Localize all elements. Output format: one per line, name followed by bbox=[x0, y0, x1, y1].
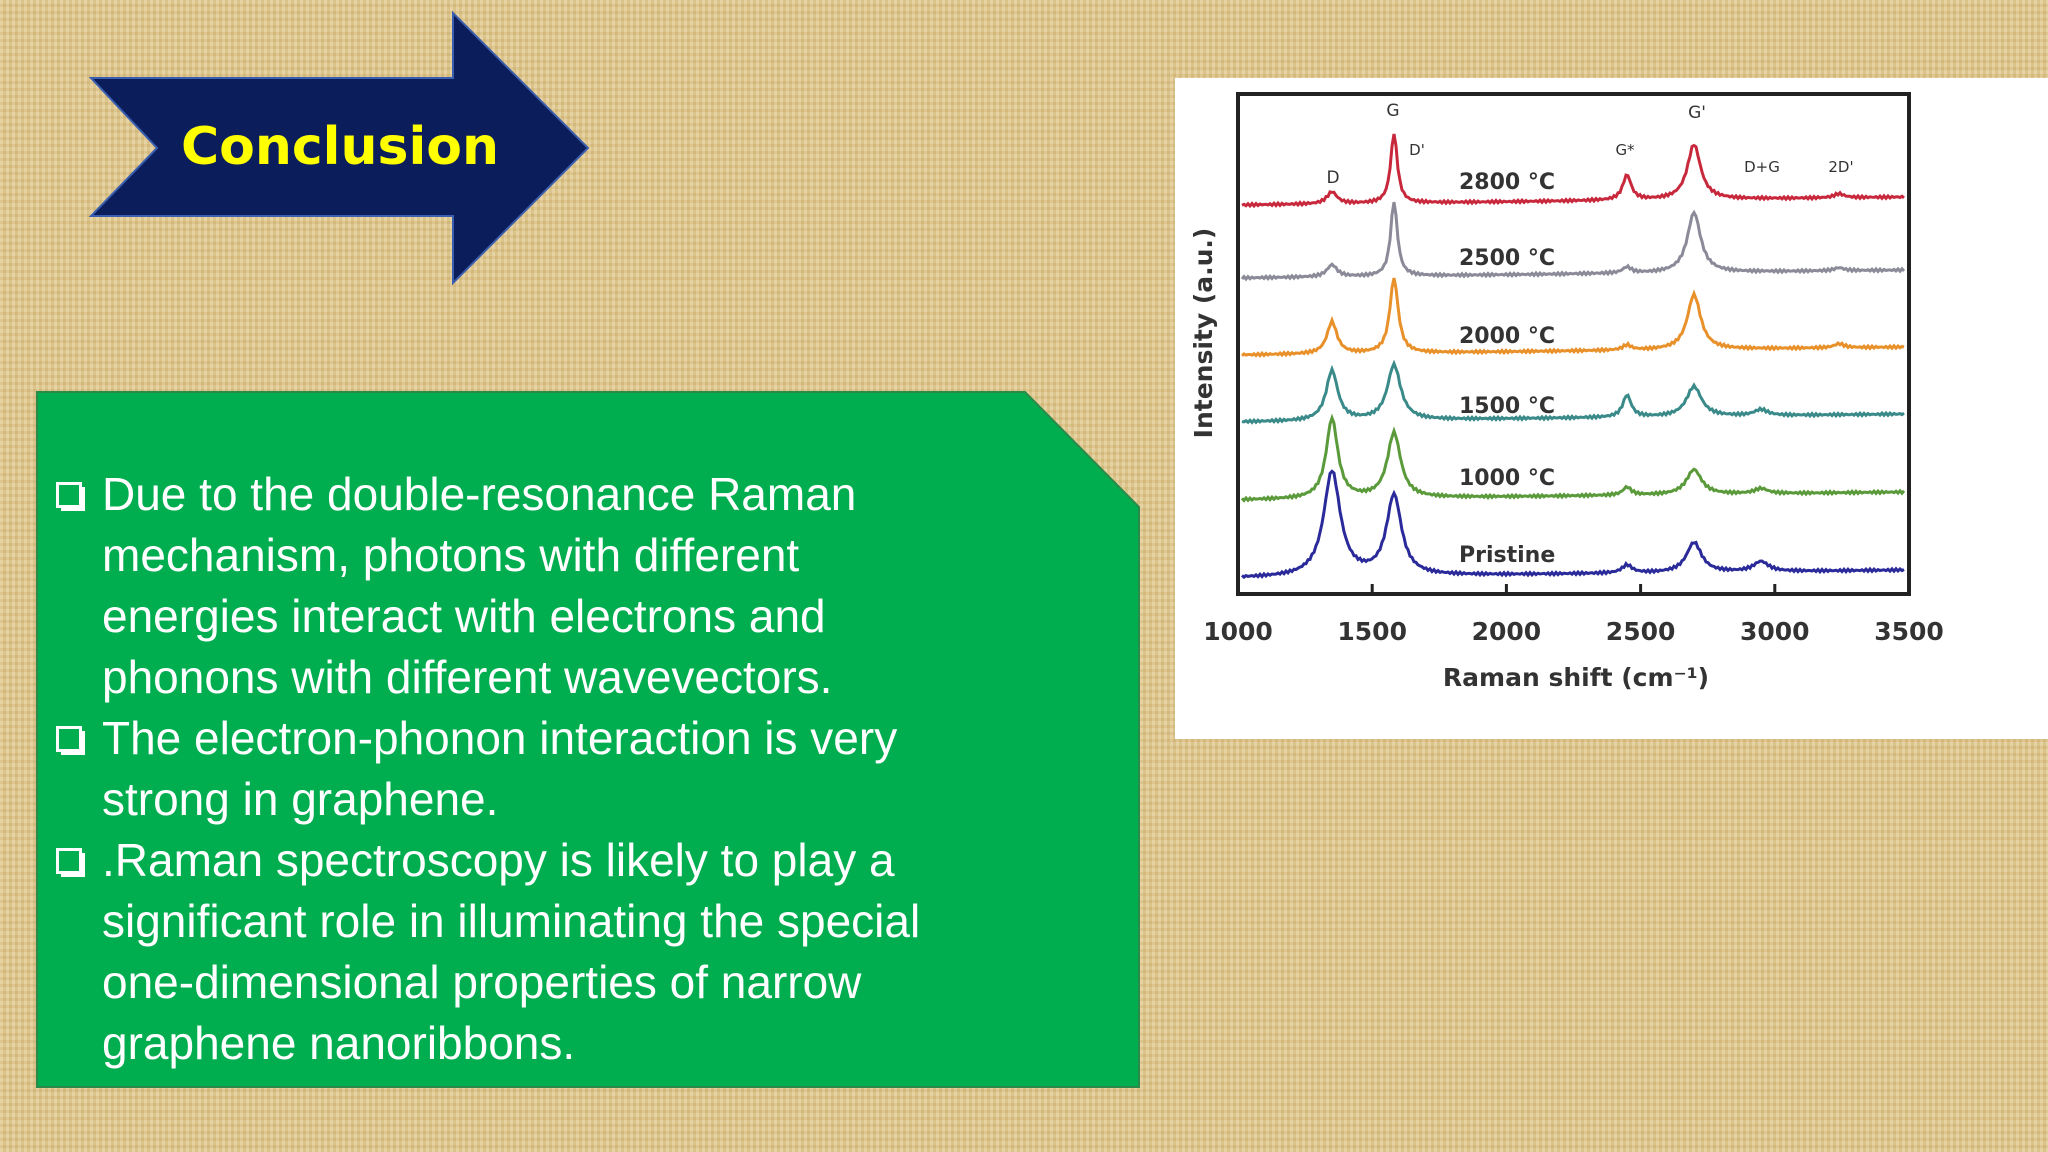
peak-label: D' bbox=[1409, 141, 1425, 159]
x-tick-label: 1000 bbox=[1203, 617, 1273, 646]
bullet-line: graphene nanoribbons. bbox=[102, 1017, 576, 1069]
title-arrow bbox=[88, 10, 590, 286]
peak-label: D+G bbox=[1744, 158, 1780, 176]
peak-label: D bbox=[1326, 168, 1339, 188]
bullet-line: one-dimensional properties of narrow bbox=[102, 956, 862, 1008]
spectrum bbox=[1240, 201, 1906, 282]
series-label: 1500 °C bbox=[1459, 394, 1555, 419]
x-tick-label: 1500 bbox=[1337, 617, 1407, 646]
x-tick-label: 2500 bbox=[1606, 617, 1676, 646]
x-axis-label: Raman shift (cm⁻¹) bbox=[1443, 663, 1709, 692]
bullet-line: significant role in illuminating the spe… bbox=[102, 895, 921, 947]
series-label: 2500 °C bbox=[1459, 246, 1555, 271]
bullet: Due to the double-resonance Raman mechani… bbox=[56, 464, 1116, 708]
peak-label: G bbox=[1386, 101, 1399, 121]
spectrum bbox=[1241, 133, 1905, 209]
spectrum bbox=[1241, 277, 1905, 358]
spectrum bbox=[1240, 469, 1905, 580]
series-label: Pristine bbox=[1459, 543, 1555, 568]
bullet-marker bbox=[56, 482, 82, 508]
x-tick-label: 3500 bbox=[1874, 617, 1944, 646]
bullet-line: mechanism, photons with different bbox=[102, 529, 800, 581]
x-tick-label: 2000 bbox=[1472, 617, 1542, 646]
bullet-line: The electron-phonon interaction is very bbox=[102, 712, 898, 764]
bullet-marker bbox=[56, 726, 82, 752]
text-panel bbox=[36, 391, 1140, 1088]
title: Conclusion bbox=[181, 117, 499, 177]
bullet-line: energies interact with electrons and bbox=[102, 590, 826, 642]
bullet-marker bbox=[56, 848, 82, 874]
plot-frame bbox=[1236, 92, 1911, 596]
bullet: .Raman spectroscopy is likely to play a s… bbox=[56, 830, 1116, 1074]
peak-label: 2D' bbox=[1828, 158, 1853, 176]
series-label: 2800 °C bbox=[1459, 170, 1555, 195]
bullet-line: Due to the double-resonance Raman bbox=[102, 468, 857, 520]
peak-label: G' bbox=[1688, 103, 1706, 123]
y-axis-label: Intensity (a.u.) bbox=[1189, 228, 1218, 439]
spectra bbox=[1240, 133, 1906, 580]
series-label: 1000 °C bbox=[1459, 466, 1555, 491]
bullet-line: .Raman spectroscopy is likely to play a bbox=[102, 834, 895, 886]
series-label: 2000 °C bbox=[1459, 324, 1555, 349]
peak-label: G* bbox=[1615, 141, 1635, 159]
spectrum bbox=[1240, 413, 1906, 503]
bullet: The electron-phonon interaction is very s… bbox=[56, 708, 1116, 830]
bullet-line: strong in graphene. bbox=[102, 773, 499, 825]
bullet-line: phonons with different wavevectors. bbox=[102, 651, 833, 703]
spectrum bbox=[1241, 359, 1905, 425]
x-tick-label: 3000 bbox=[1740, 617, 1810, 646]
